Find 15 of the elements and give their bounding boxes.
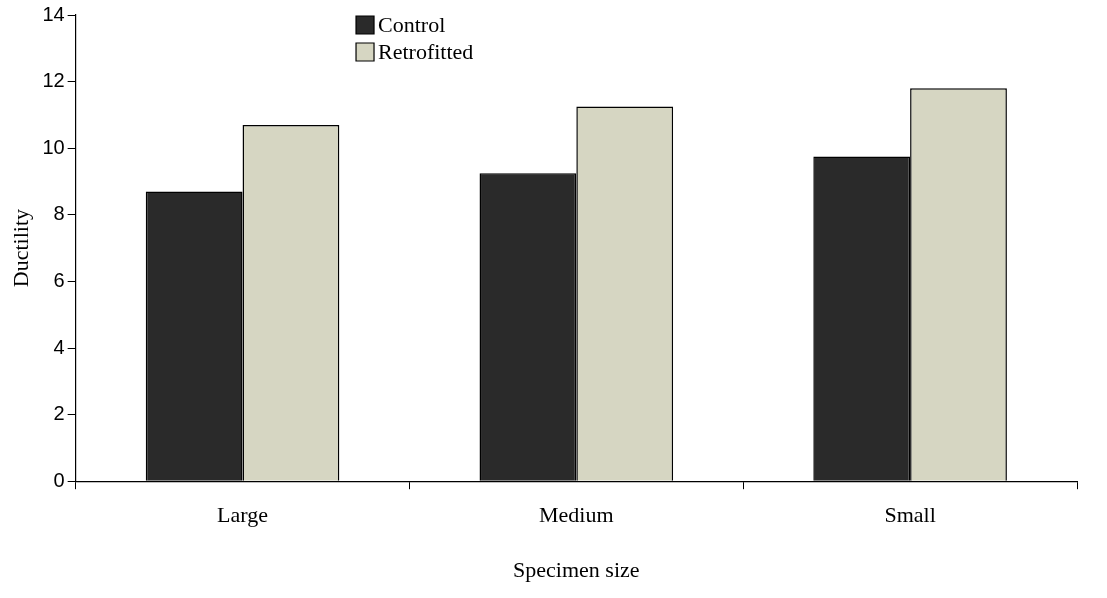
y-axis-title: Ductility	[7, 208, 33, 288]
y-tick-label: 14	[42, 2, 65, 25]
y-tick-label: 6	[53, 268, 65, 291]
y-tick-label: 8	[53, 202, 65, 225]
y-tick-label: 4	[53, 335, 65, 358]
x-tick-label: Medium	[539, 502, 614, 528]
y-tick-label: 0	[53, 468, 65, 491]
y-tick-label: 10	[42, 135, 65, 158]
x-tick-label: Small	[884, 502, 936, 528]
legend-label: Control	[378, 11, 446, 37]
legend-label: Retrofitted	[378, 38, 474, 64]
x-tick-label: Large	[217, 502, 268, 528]
y-tick-label: 2	[53, 402, 65, 425]
y-tick-label: 12	[42, 69, 65, 92]
x-axis-title: Specimen size	[513, 556, 640, 582]
